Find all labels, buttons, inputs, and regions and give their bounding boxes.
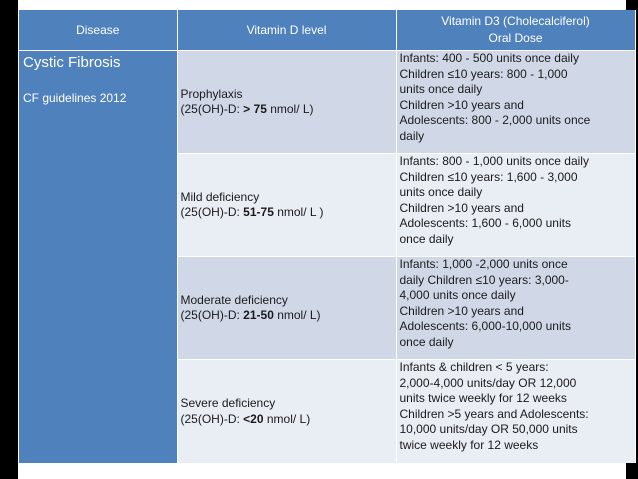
dose-line: Children >5 years and Adolescents: [399,406,589,421]
slide: Disease Vitamin D level Vitamin D3 (Chol… [18,0,636,479]
dose-line: units once daily [399,82,483,96]
dose-line: units twice weekly for 12 weeks [399,391,567,405]
dose-line: Infants: 1,000 -2,000 units once [399,257,568,271]
dose-line: once daily [399,231,454,246]
dose-line: Children ≤10 years: 800 - 1,000 [399,66,568,81]
left-frame-bar [0,0,18,479]
header-vitamin-d-level: Vitamin D level [177,10,397,51]
level-cell: Prophylaxis (25(OH)-D: > 75 nmol/ L) [177,50,397,154]
table-row: Cystic Fibrosis CF guidelines 2012 Proph… [19,50,636,463]
table-row: Severe deficiency (25(OH)-D: <20 nmol/ L… [19,359,636,463]
dose-line: 4,000 units once daily [399,288,516,302]
level-name: Prophylaxis [180,86,243,101]
level-cell: Severe deficiency (25(OH)-D: <20 nmol/ L… [177,359,397,463]
dose-line: daily [399,128,425,143]
level-name: Moderate deficiency [180,292,288,307]
dose-line: Infants: 400 - 500 units once daily [399,51,579,65]
header-oral-dose: Vitamin D3 (Cholecalciferol) Oral Dose [396,10,636,51]
disease-cell: Cystic Fibrosis CF guidelines 2012 [19,50,178,463]
table-header-row: Disease Vitamin D level Vitamin D3 (Chol… [19,10,636,51]
dose-line: Adolescents: 800 - 2,000 units once [399,113,591,127]
dose-line: Children >10 years and [399,200,524,215]
dose-cell: Infants: 1,000 -2,000 units once daily C… [396,256,636,360]
dose-line: Infants & children < 5 years: [399,360,549,374]
level-range: (25(OH)-D: 51-75 nmol/ L ) [180,205,324,219]
dose-line: 2,000-4,000 units/day OR 12,000 [399,375,577,390]
dose-line: 10,000 units/day OR 50,000 units [399,422,578,436]
header-dose-line1: Vitamin D3 (Cholecalciferol) [441,14,590,28]
dose-cell: Infants: 400 - 500 units once daily Chil… [396,50,636,154]
table-row: Moderate deficiency (25(OH)-D: 21-50 nmo… [19,256,636,360]
header-dose-line2: Oral Dose [488,31,543,45]
header-disease: Disease [19,10,178,51]
dose-cell: Infants & children < 5 years: 2,000-4,00… [396,359,636,463]
level-cell: Mild deficiency (25(OH)-D: 51-75 nmol/ L… [177,153,397,257]
vitamin-d-dosing-table: Disease Vitamin D level Vitamin D3 (Chol… [19,10,636,463]
dose-line: Infants: 800 - 1,000 units once daily [399,154,589,168]
dose-cell: Infants: 800 - 1,000 units once daily Ch… [396,153,636,257]
disease-subtitle: CF guidelines 2012 [23,90,127,105]
dose-line: Children ≤10 years: 1,600 - 3,000 [399,169,578,184]
dose-line: units once daily [399,185,483,199]
dose-line: Adolescents: 1,600 - 6,000 units [399,216,571,230]
level-cell: Moderate deficiency (25(OH)-D: 21-50 nmo… [177,256,397,360]
table-row: Mild deficiency (25(OH)-D: 51-75 nmol/ L… [19,153,636,257]
level-name: Mild deficiency [180,189,260,204]
level-range: (25(OH)-D: <20 nmol/ L) [180,411,311,426]
dose-line: Children >10 years and [399,97,524,112]
dose-line: twice weekly for 12 weeks [399,437,539,452]
dose-line: daily Children ≤10 years: 3,000- [399,272,569,287]
dose-line: once daily [399,334,454,349]
level-name: Severe deficiency [180,396,276,410]
level-range: (25(OH)-D: > 75 nmol/ L) [180,102,314,116]
dose-line: Children >10 years and [399,303,524,318]
level-range: (25(OH)-D: 21-50 nmol/ L) [180,308,321,322]
disease-title: Cystic Fibrosis [23,54,121,71]
dose-line: Adolescents: 6,000-10,000 units [399,319,571,333]
